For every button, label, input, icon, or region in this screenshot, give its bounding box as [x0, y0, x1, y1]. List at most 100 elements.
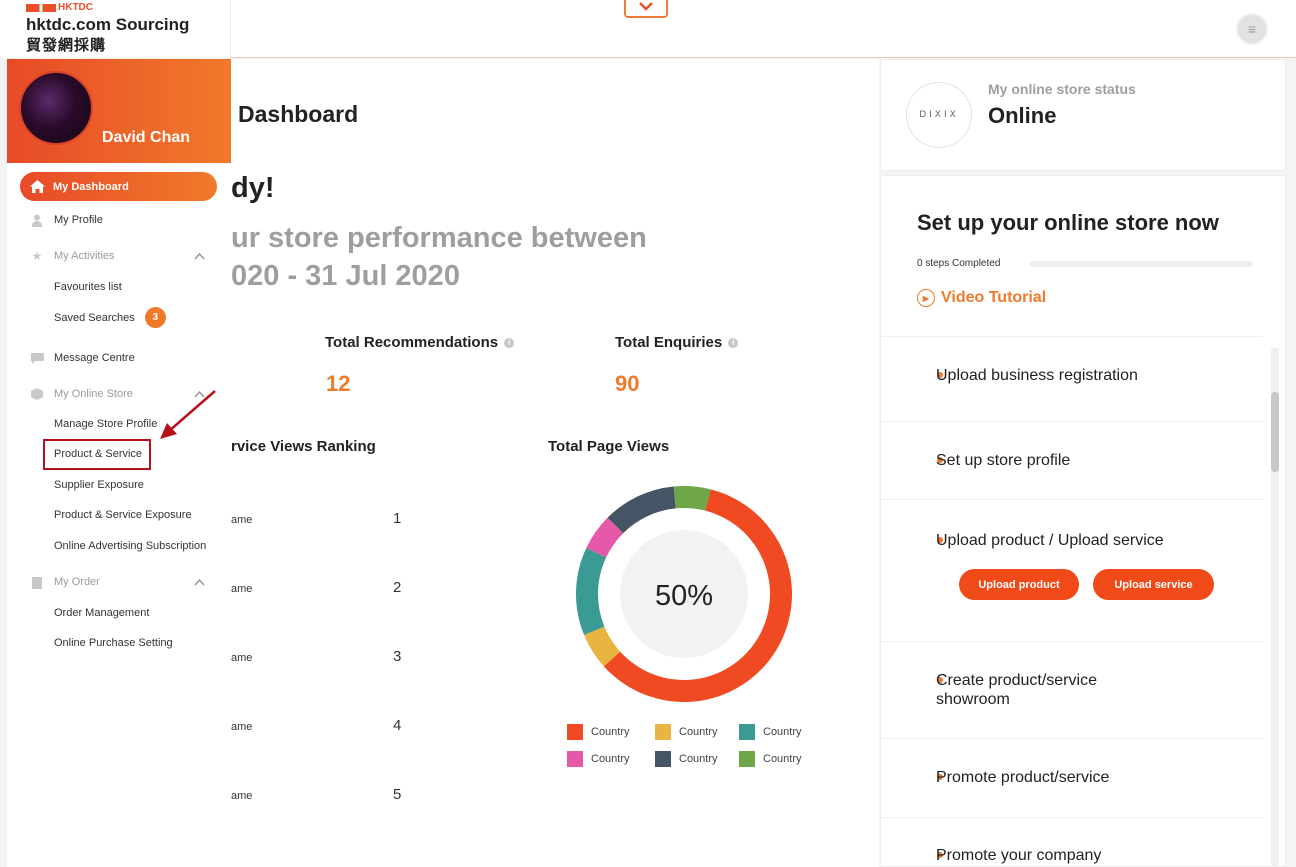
ranking-item-name[interactable]: ame: [231, 721, 253, 733]
store-logo[interactable]: DIXIX: [906, 82, 972, 148]
store-status-label: My online store status: [988, 81, 1136, 97]
setup-title: Set up your online store now: [917, 210, 1219, 235]
setup-step-upload-product[interactable]: Upload product / Upload service: [936, 532, 1164, 549]
sidebar-item-my-online-store[interactable]: My Online Store: [30, 387, 133, 401]
ranking-item-rank: 4: [393, 717, 402, 734]
legend-item[interactable]: Country: [655, 751, 739, 767]
total-recommendations-value: 12: [326, 371, 351, 396]
donut-segment[interactable]: [586, 517, 624, 558]
sidebar-item-message-centre[interactable]: Message Centre: [30, 351, 135, 365]
setup-step-create-showroom[interactable]: Create product/service showroom: [936, 671, 1097, 709]
sidebar-item-online-advertising[interactable]: Online Advertising Subscription: [54, 540, 207, 552]
legend-swatch: [739, 751, 755, 767]
ranking-item-name[interactable]: ame: [231, 652, 253, 664]
legend-item[interactable]: Country: [739, 724, 823, 740]
legend-label: Country: [591, 726, 630, 738]
divider: [881, 421, 1263, 422]
chat-icon: [30, 351, 44, 365]
setup-store-card: Set up your online store now 0 steps Com…: [880, 175, 1286, 867]
highlight-box: [43, 439, 151, 470]
sidebar-item-favourites[interactable]: Favourites list: [54, 281, 122, 293]
donut-segment[interactable]: [607, 486, 676, 534]
user-icon: [30, 213, 44, 227]
sidebar-item-my-order[interactable]: My Order: [30, 575, 100, 589]
donut-center-label: 50%: [655, 580, 713, 612]
legend-item[interactable]: Country: [567, 751, 655, 767]
brand-name[interactable]: hktdc.com Sourcing: [26, 15, 190, 34]
legend-swatch: [567, 751, 583, 767]
legend-item[interactable]: Country: [655, 724, 739, 740]
legend-label: Country: [679, 753, 718, 765]
total-recommendations-label: Total Recommendations i: [325, 334, 515, 351]
bullet: [937, 677, 943, 683]
sidebar-item-my-activities[interactable]: ★ My Activities: [30, 249, 115, 263]
sidebar-item-saved-searches[interactable]: Saved Searches 3: [54, 307, 166, 328]
ranking-item-name[interactable]: ame: [231, 790, 253, 802]
top-header: HKTDC hktdc.com Sourcing 貿發網採購 ≡: [0, 0, 1296, 58]
donut-segment[interactable]: [603, 489, 792, 702]
divider: [881, 641, 1263, 642]
total-enquiries-value: 90: [615, 371, 640, 396]
setup-scrollbar-track[interactable]: [1271, 347, 1279, 867]
ranking-item-name[interactable]: ame: [231, 514, 253, 526]
video-tutorial-link[interactable]: ▶ Video Tutorial: [917, 289, 1046, 307]
donut-segment[interactable]: [576, 548, 607, 635]
sidebar-item-manage-store-profile[interactable]: Manage Store Profile: [54, 418, 158, 430]
ranking-item-name[interactable]: ame: [231, 583, 253, 595]
donut-center: [620, 530, 748, 658]
brand-name-chinese: 貿發網採購: [26, 37, 107, 54]
donut-segment[interactable]: [584, 626, 621, 667]
hktdc-logo[interactable]: HKTDC: [26, 2, 93, 13]
page-title: Dashboard: [238, 101, 359, 127]
clipboard-icon: [30, 575, 44, 589]
sidebar-item-label: My Activities: [54, 250, 115, 262]
total-enquiries-label: Total Enquiries i: [615, 334, 739, 351]
sidebar-item-label: My Dashboard: [53, 180, 129, 193]
play-icon: ▶: [917, 289, 935, 307]
setup-scrollbar-thumb[interactable]: [1271, 392, 1279, 472]
performance-line: ur store performance between: [231, 222, 647, 254]
sidebar-item-label: Saved Searches: [54, 311, 135, 324]
home-icon: [30, 180, 45, 193]
donut-chart-svg: 50%: [576, 486, 792, 702]
annotation-arrow: [160, 390, 216, 439]
chart-legend: Country Country Country Country Country …: [567, 724, 823, 767]
info-icon[interactable]: i: [504, 337, 515, 348]
greeting-text: dy!: [231, 172, 275, 204]
legend-item[interactable]: Country: [567, 724, 655, 740]
stat-label-text: Total Recommendations: [325, 334, 499, 351]
sidebar-item-online-purchase-setting[interactable]: Online Purchase Setting: [54, 637, 173, 649]
chevron-up-icon[interactable]: [194, 388, 205, 399]
sidebar-item-product-service[interactable]: Product & Service: [54, 448, 143, 460]
info-icon[interactable]: i: [728, 337, 739, 348]
legend-label: Country: [591, 753, 630, 765]
sidebar-item-product-service-exposure[interactable]: Product & Service Exposure: [54, 509, 192, 521]
page-views-donut-chart: 50%: [576, 486, 792, 702]
collapse-header-button[interactable]: [624, 0, 668, 18]
bullet: [937, 537, 943, 543]
setup-step-promote-product[interactable]: Promote product/service: [936, 769, 1110, 786]
upload-product-button[interactable]: Upload product: [959, 569, 1079, 600]
sidebar-item-my-dashboard[interactable]: My Dashboard: [20, 172, 217, 201]
avatar[interactable]: [19, 71, 93, 145]
donut-segment[interactable]: [673, 486, 711, 511]
chevron-up-icon[interactable]: [194, 576, 205, 587]
menu-button[interactable]: ≡: [1236, 13, 1268, 45]
sidebar-item-supplier-exposure[interactable]: Supplier Exposure: [54, 479, 144, 491]
chevron-up-icon[interactable]: [194, 250, 205, 261]
sidebar-item-order-management[interactable]: Order Management: [54, 607, 150, 619]
setup-step-label: showroom: [936, 691, 1010, 708]
store-logo-text: DIXIX: [919, 110, 959, 120]
legend-item[interactable]: Country: [739, 751, 823, 767]
sidebar-item-label: My Online Store: [54, 388, 133, 400]
setup-step-store-profile[interactable]: Set up store profile: [936, 452, 1071, 469]
legend-label: Country: [763, 753, 802, 765]
setup-step-promote-company[interactable]: Promote your company: [936, 847, 1102, 864]
setup-step-business-registration[interactable]: Upload business registration: [936, 367, 1138, 384]
upload-service-button[interactable]: Upload service: [1093, 569, 1214, 600]
hktdc-flag-icon: [26, 3, 56, 12]
performance-heading: ur store performance between 020 - 31 Ju…: [231, 219, 647, 295]
sidebar-item-my-profile[interactable]: My Profile: [30, 213, 103, 227]
sidebar: David Chan My Dashboard My Profile ★ My …: [7, 59, 231, 867]
brand-area: HKTDC hktdc.com Sourcing 貿發網採購: [0, 0, 231, 58]
